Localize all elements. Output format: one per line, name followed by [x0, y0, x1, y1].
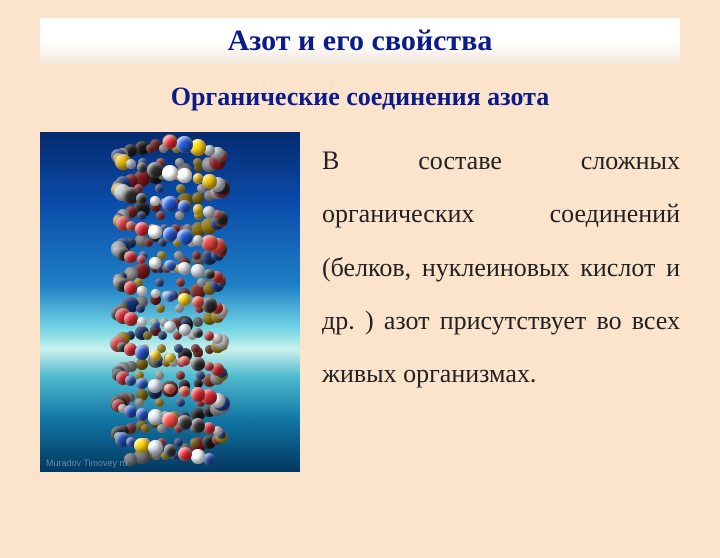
content-row: Muradov Timovey ru В составе сложных орг… — [40, 132, 680, 472]
helix-atom — [148, 225, 162, 239]
helix-atom — [137, 317, 147, 327]
helix-atom — [191, 387, 205, 401]
helix-atom — [136, 408, 149, 421]
helix-atom — [162, 412, 178, 428]
body-text: В составе сложных органических соединени… — [322, 132, 680, 472]
helix-atom — [203, 453, 215, 465]
helix-atom — [192, 192, 204, 204]
helix-atom — [150, 196, 160, 206]
helix-atom — [126, 159, 136, 169]
helix-atom — [193, 317, 203, 327]
helix-atom — [155, 398, 164, 407]
helix-atom — [179, 356, 190, 367]
title-bar: Азот и его свойства — [40, 18, 680, 64]
helix-atom — [176, 371, 185, 380]
helix-atom — [176, 184, 185, 193]
page-title: Азот и его свойства — [228, 24, 493, 58]
helix-atom — [202, 297, 218, 313]
helix-atom — [179, 386, 190, 397]
helix-atom — [174, 438, 183, 447]
helix-atom — [136, 378, 147, 389]
dna-image: Muradov Timovey ru — [40, 132, 300, 472]
helix-atom — [137, 286, 147, 296]
helix-atom — [178, 200, 192, 214]
helix-atom — [165, 353, 174, 362]
helix-atom — [191, 264, 204, 277]
helix-atom — [175, 158, 184, 167]
helix-atom — [150, 350, 162, 362]
helix-atom — [165, 291, 176, 302]
helix-atom — [177, 168, 192, 183]
helix-atom — [178, 262, 191, 275]
helix-atom — [178, 293, 191, 306]
helix-atom — [191, 357, 205, 371]
image-watermark: Muradov Timovey ru — [46, 458, 128, 468]
helix-atom — [164, 260, 175, 271]
helix-atom — [136, 193, 147, 204]
helix-atom — [137, 211, 146, 220]
helix-atom — [149, 257, 161, 269]
helix-atom — [135, 222, 150, 237]
helix-atom — [193, 158, 202, 167]
helix-atom — [190, 438, 199, 447]
helix-atom — [124, 281, 138, 295]
helix-atom — [162, 196, 178, 212]
helix-atom — [151, 320, 160, 329]
helix-atom — [176, 398, 185, 407]
helix-atom — [197, 278, 206, 287]
helix-atom — [136, 304, 145, 313]
helix-atom — [141, 424, 150, 433]
helix-atom — [191, 418, 205, 432]
helix-atom — [156, 304, 165, 313]
helix-atom — [148, 409, 164, 425]
helix-atom — [146, 144, 155, 153]
helix-atom — [143, 331, 152, 340]
helix-atom — [204, 269, 214, 279]
helix-atom — [193, 204, 204, 215]
helix-atom — [193, 235, 204, 246]
helix-atom — [137, 162, 148, 173]
helix-atom — [135, 398, 144, 407]
helix-atom — [179, 324, 191, 336]
helix-atom — [193, 173, 203, 183]
helix-atom — [191, 449, 206, 464]
helix-atom — [124, 312, 138, 326]
helix-atom — [193, 328, 203, 338]
helix-atom — [158, 331, 167, 340]
helix-atom — [201, 235, 218, 252]
helix-atom — [176, 278, 185, 287]
helix-atom — [155, 278, 164, 287]
helix-atom — [135, 345, 149, 359]
helix-atom — [156, 211, 165, 220]
dna-helix — [98, 142, 242, 462]
helix-atom — [178, 447, 192, 461]
helix-atom — [202, 174, 216, 188]
helix-atom — [162, 165, 178, 181]
helix-atom — [125, 375, 136, 386]
subtitle: Органические соединения азота — [0, 82, 720, 112]
helix-atom — [155, 184, 164, 193]
helix-atom — [144, 238, 153, 247]
helix-atom — [196, 371, 205, 380]
helix-atom — [124, 251, 137, 264]
